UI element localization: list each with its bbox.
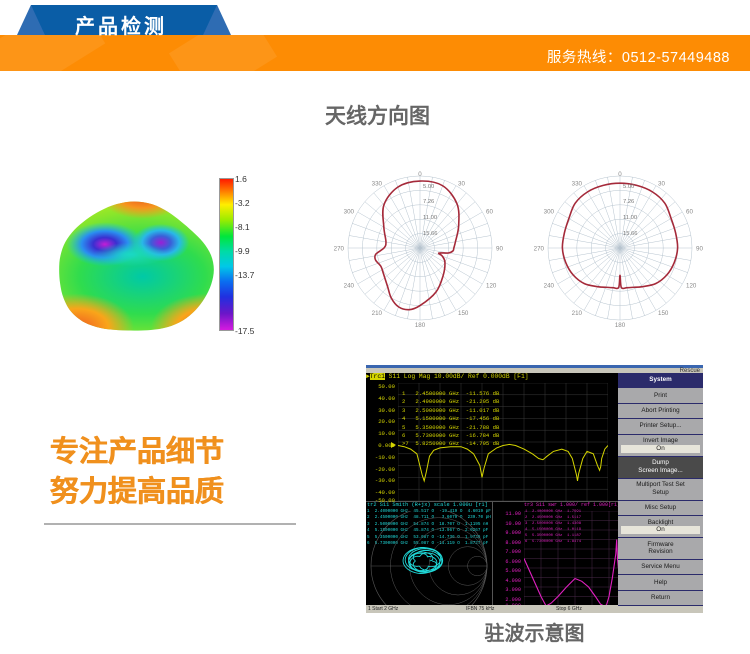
- svg-text:7.26: 7.26: [623, 199, 634, 205]
- svg-text:30: 30: [458, 181, 465, 188]
- svg-text:5.00: 5.00: [423, 184, 434, 190]
- svg-text:210: 210: [572, 310, 583, 317]
- svg-text:15.66: 15.66: [423, 231, 438, 237]
- svg-text:210: 210: [372, 310, 383, 317]
- svg-text:5.00: 5.00: [623, 184, 634, 190]
- svg-text:330: 330: [572, 181, 583, 188]
- svg-text:330: 330: [372, 181, 383, 188]
- svg-text:90: 90: [496, 246, 503, 253]
- svg-text:270: 270: [534, 246, 545, 253]
- svg-text:300: 300: [344, 209, 355, 216]
- svg-text:90: 90: [696, 246, 703, 253]
- svg-text:30: 30: [658, 181, 665, 188]
- svg-text:240: 240: [544, 283, 555, 290]
- svg-text:150: 150: [458, 310, 469, 317]
- svg-text:300: 300: [544, 209, 555, 216]
- svg-text:0: 0: [618, 171, 622, 178]
- svg-text:120: 120: [486, 283, 497, 290]
- svg-text:270: 270: [334, 246, 345, 253]
- svg-text:0: 0: [418, 171, 422, 178]
- svg-text:180: 180: [615, 322, 626, 329]
- svg-text:11.00: 11.00: [423, 215, 437, 221]
- svg-text:120: 120: [686, 283, 697, 290]
- svg-text:240: 240: [344, 283, 355, 290]
- svg-text:11.00: 11.00: [623, 215, 637, 221]
- svg-text:60: 60: [486, 209, 493, 216]
- svg-text:60: 60: [686, 209, 693, 216]
- svg-text:180: 180: [415, 322, 426, 329]
- svg-text:7.26: 7.26: [423, 199, 434, 205]
- svg-text:15.66: 15.66: [623, 231, 638, 237]
- svg-text:150: 150: [658, 310, 669, 317]
